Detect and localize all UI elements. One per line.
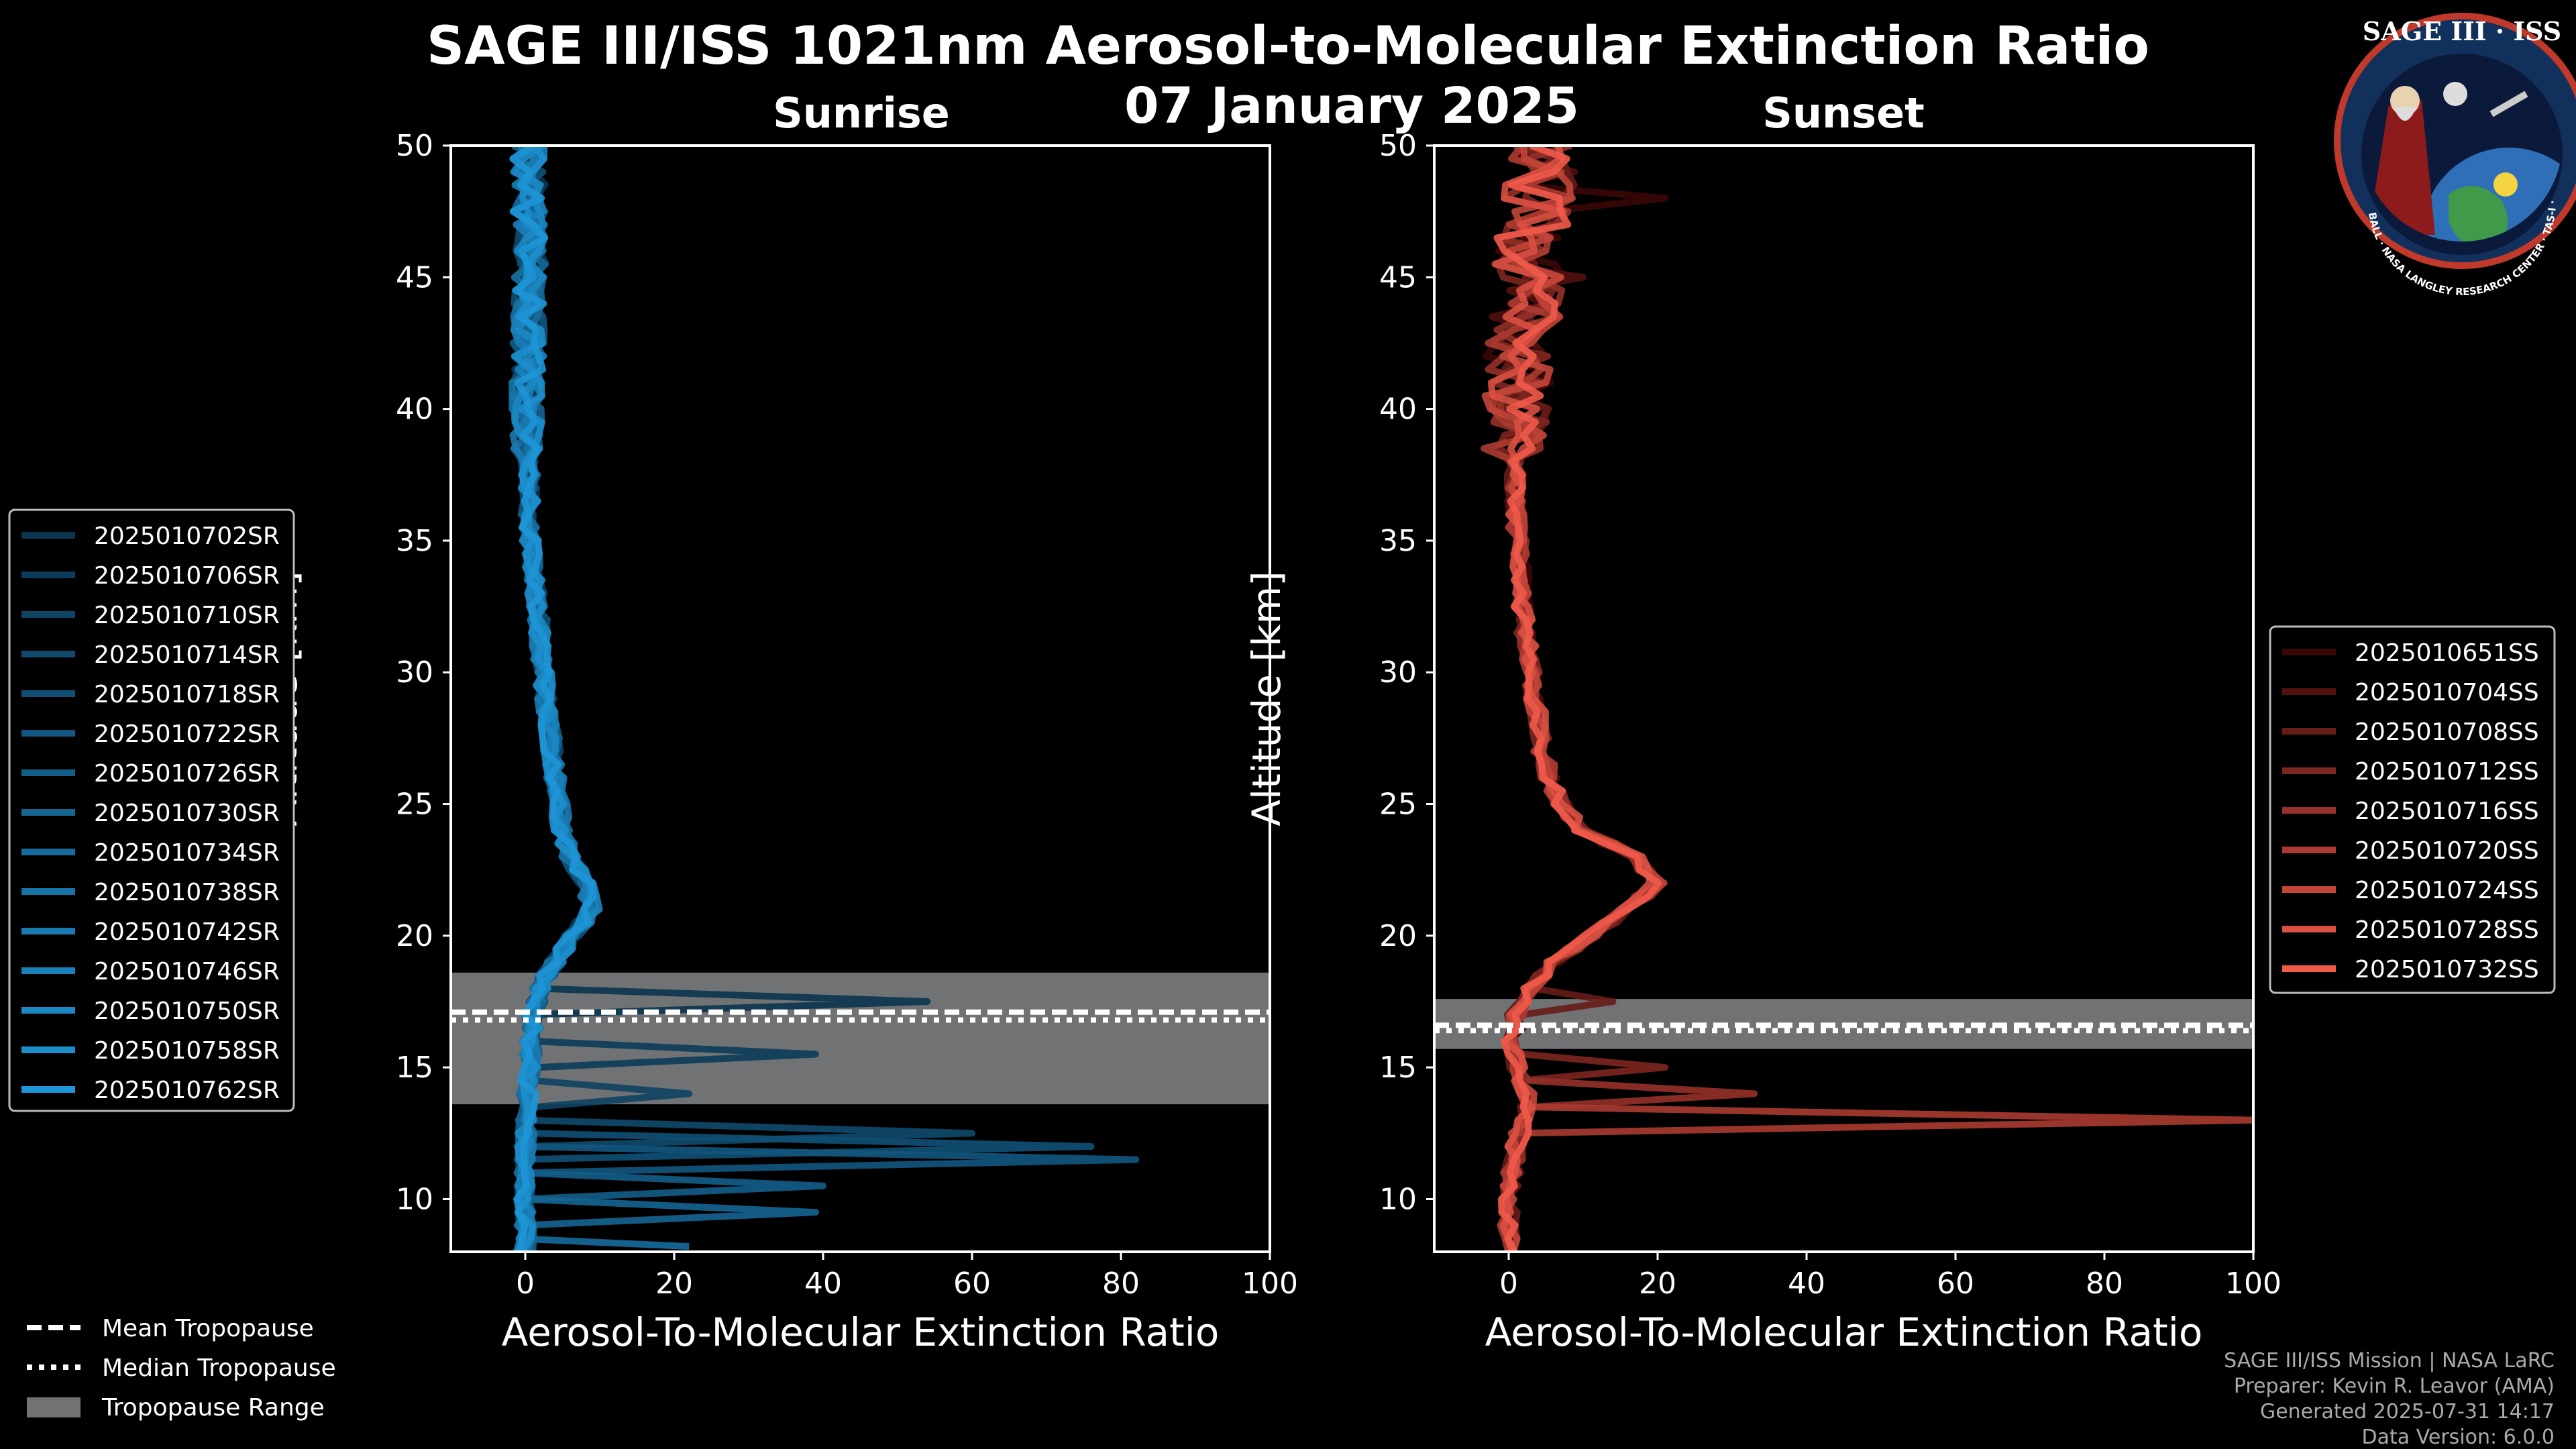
- beard-icon: [2394, 107, 2416, 121]
- footer-generated: Generated 2025-07-31 14:17: [2260, 1400, 2555, 1424]
- moon-icon: [2443, 82, 2467, 106]
- sunrise-y-tick-label: 25: [396, 788, 433, 822]
- sunset-y-tick-label: 50: [1379, 129, 1417, 163]
- sunrise-legend-label: 2025010742SR: [94, 918, 280, 946]
- sunset-legend-label: 2025010728SS: [2355, 916, 2539, 944]
- sunset-legend-frame: [2269, 625, 2556, 994]
- footer-version: Data Version: 6.0.0: [2362, 1426, 2555, 1449]
- sunset-legend-label: 2025010651SS: [2355, 639, 2539, 667]
- astronomer-figure-icon: [2368, 95, 2435, 235]
- footer-mission: SAGE III/ISS Mission | NASA LaRC: [2224, 1349, 2555, 1373]
- sunset-profile-2025010732SS: [1493, 146, 1662, 1252]
- sunset-x-tick-label: 0: [1499, 1267, 1518, 1301]
- tropopause-range-swatch: [27, 1397, 80, 1417]
- sun-icon: [2493, 172, 2518, 197]
- sunset-plot-area: [1434, 146, 2253, 1252]
- sunrise-legend-label: 2025010718SR: [94, 681, 280, 708]
- sunrise-y-tick-label: 10: [396, 1182, 433, 1216]
- sunset-y-tick-label: 25: [1379, 788, 1417, 822]
- sunrise-y-tick-label: 15: [396, 1051, 433, 1085]
- sunrise-legend-label: 2025010706SR: [94, 562, 280, 590]
- sunrise-profiles: [508, 146, 1140, 1252]
- sunrise-profile-2025010762SR: [509, 146, 597, 1252]
- sunrise-x-tick-label: 0: [516, 1267, 535, 1301]
- sunset-y-axis-label: Altitude [km]: [1244, 571, 1289, 826]
- sunset-legend-label: 2025010724SS: [2355, 877, 2539, 904]
- sunrise-x-axis-label: Aerosol-To-Molecular Extinction Ratio: [502, 1309, 1220, 1355]
- sunrise-x-tick-label: 40: [804, 1267, 842, 1301]
- sunrise-legend-label: 2025010714SR: [94, 641, 280, 669]
- sunset-y-tick-label: 15: [1379, 1051, 1417, 1085]
- sunrise-y-tick-label: 40: [396, 392, 433, 427]
- sunrise-legend-label: 2025010710SR: [94, 602, 280, 629]
- sunrise-legend-label: 2025010746SR: [94, 958, 280, 985]
- footer-credits: SAGE III/ISS Mission | NASA LaRC Prepare…: [2224, 1349, 2555, 1449]
- sunrise-legend-label: 2025010738SR: [94, 879, 280, 906]
- sunset-legend-label: 2025010704SS: [2355, 679, 2539, 706]
- mean-tropopause-label: Mean Tropopause: [102, 1315, 314, 1342]
- figure-subtitle: 07 January 2025: [1124, 77, 1579, 135]
- sunrise-x-tick-label: 100: [1242, 1267, 1298, 1301]
- sunrise-panel-title: Sunrise: [773, 89, 950, 138]
- sunset-profiles: [1481, 146, 2253, 1252]
- sunrise-legend: 2025010702SR 2025010706SR 2025010710SR 2025…: [8, 508, 295, 1112]
- continent-icon: [2449, 186, 2508, 241]
- sunset-x-tick-label: 80: [2086, 1267, 2123, 1301]
- sunrise-x-tick-label: 20: [655, 1267, 693, 1301]
- sunrise-legend-label: 2025010722SR: [94, 720, 280, 748]
- figure-title: SAGE III/ISS 1021nm Aerosol-to-Molecular…: [427, 16, 2149, 76]
- tropopause-legend: Mean Tropopause Median Tropopause Tropop…: [27, 1315, 336, 1421]
- sunrise-legend-label: 2025010750SR: [94, 998, 280, 1025]
- sunset-legend-label: 2025010712SS: [2355, 758, 2539, 786]
- sunrise-x-tick-label: 80: [1102, 1267, 1140, 1301]
- sunrise-chart: 0 20 40 60 80 100 10 15 20 25 30 35 40 45 50 Aerosol-To…: [260, 129, 1298, 1355]
- sunset-x-tick-label: 20: [1639, 1267, 1676, 1301]
- badge-title: SAGE III · ISS: [2363, 16, 2561, 46]
- sunrise-y-tick-label: 45: [396, 260, 433, 294]
- sunrise-x-tick-label: 60: [953, 1267, 991, 1301]
- sunrise-y-tick-label: 20: [396, 919, 433, 953]
- sunset-legend-label: 2025010720SS: [2355, 837, 2539, 865]
- sunset-legend-label: 2025010716SS: [2355, 798, 2539, 825]
- sunrise-y-tick-label: 30: [396, 655, 433, 690]
- sunset-panel-title: Sunset: [1762, 89, 1925, 138]
- sunrise-y-tick-label: 50: [396, 129, 433, 163]
- sunrise-axes-frame: [449, 144, 1271, 1253]
- sunset-y-tick-label: 35: [1379, 524, 1417, 558]
- sunrise-profile-2025010750SR: [510, 146, 603, 1252]
- sunset-x-tick-label: 60: [1937, 1267, 1974, 1301]
- sunset-x-tick-label: 40: [1788, 1267, 1825, 1301]
- sunrise-legend-frame: [8, 508, 295, 1112]
- sunset-y-tick-label: 45: [1379, 260, 1417, 294]
- sunset-y-tick-label: 40: [1379, 392, 1417, 427]
- median-tropopause-label: Median Tropopause: [102, 1354, 336, 1382]
- sunset-y-tick-label: 30: [1379, 655, 1417, 690]
- sunset-axes-frame: [1433, 144, 2255, 1253]
- sunrise-legend-label: 2025010762SR: [94, 1077, 280, 1104]
- sunrise-legend-label: 2025010758SR: [94, 1037, 280, 1065]
- sunset-legend-label: 2025010708SS: [2355, 718, 2539, 746]
- sunset-x-tick-label: 100: [2225, 1267, 2282, 1301]
- sunrise-legend-label: 2025010734SR: [94, 839, 280, 867]
- sunset-y-tick-label: 10: [1379, 1182, 1417, 1216]
- sunset-legend: 2025010651SS 2025010704SS 2025010708SS 2025…: [2269, 625, 2556, 994]
- sunrise-legend-label: 2025010726SR: [94, 760, 280, 788]
- sunrise-y-tick-label: 35: [396, 524, 433, 558]
- sunset-x-axis-label: Aerosol-To-Molecular Extinction Ratio: [1485, 1309, 2203, 1355]
- sunset-legend-label: 2025010732SS: [2355, 956, 2539, 983]
- sunset-y-tick-label: 20: [1379, 919, 1417, 953]
- sunset-chart: 0 20 40 60 80 100 10 15 20 25 30 35 40 45 50 Aerosol-To…: [1244, 129, 2282, 1355]
- sunrise-legend-label: 2025010702SR: [94, 523, 280, 550]
- footer-preparer: Preparer: Kevin R. Leavor (AMA): [2234, 1375, 2555, 1398]
- iss-icon: [2489, 91, 2528, 117]
- tropopause-range-label: Tropopause Range: [101, 1394, 325, 1421]
- sunrise-legend-label: 2025010730SR: [94, 800, 280, 827]
